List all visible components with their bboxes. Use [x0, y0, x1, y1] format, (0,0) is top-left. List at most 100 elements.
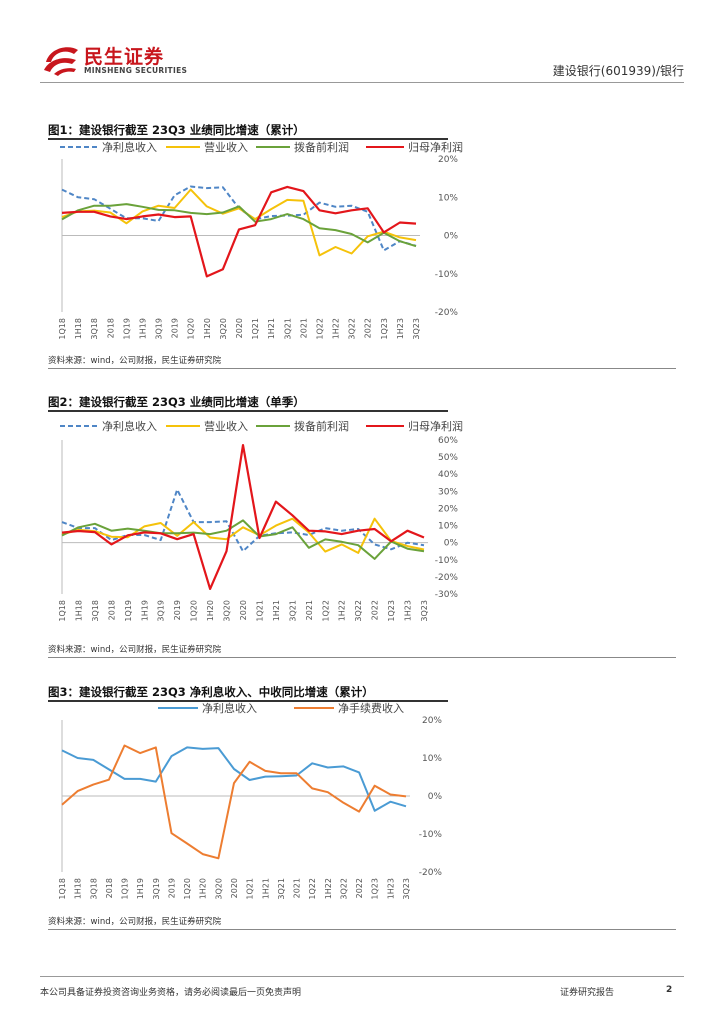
x-tick-label: 1Q23: [371, 878, 380, 900]
x-tick-label: 2020: [230, 878, 239, 898]
legend-label: 营业收入: [204, 419, 248, 433]
page-number: 2: [666, 985, 673, 995]
x-tick-label: 3Q21: [283, 318, 292, 340]
x-tick-label: 3Q21: [288, 600, 297, 622]
y-tick-label: 0%: [444, 232, 459, 242]
minsheng-logo-icon: [44, 47, 78, 76]
x-tick-label: 1Q20: [187, 318, 196, 340]
brand-name-cn: 民生证券: [84, 46, 165, 68]
x-tick-label: 1H18: [74, 878, 83, 899]
figure-2-title: 图2：建设银行截至 23Q3 业绩同比增速（单季）: [48, 395, 305, 409]
y-tick-label: -10%: [435, 270, 459, 280]
x-tick-label: 1H21: [272, 600, 281, 621]
x-tick-label: 1Q18: [58, 318, 67, 340]
x-tick-label: 1H20: [206, 600, 215, 621]
series-line-3: [61, 519, 425, 560]
x-tick-label: 2019: [173, 600, 182, 620]
figure-2-source-rule: [48, 657, 676, 658]
x-tick-label: 3Q22: [348, 318, 357, 340]
x-tick-label: 1H19: [140, 600, 149, 621]
x-tick-label: 1H21: [261, 878, 270, 899]
x-tick-label: 1Q20: [183, 878, 192, 900]
x-tick-label: 2021: [305, 600, 314, 620]
x-tick-label: 2020: [239, 600, 248, 620]
x-tick-label: 1H18: [74, 318, 83, 339]
x-tick-label: 3Q20: [214, 878, 223, 900]
series-line-4: [61, 185, 417, 278]
y-tick-label: -10%: [435, 556, 459, 566]
y-tick-label: 10%: [438, 522, 458, 532]
x-tick-label: 3Q22: [354, 600, 363, 622]
series-line-2: [61, 517, 425, 554]
footer-report-type: 证券研究报告: [560, 988, 615, 998]
x-tick-label: 1Q18: [58, 600, 67, 622]
y-tick-label: 20%: [438, 504, 458, 514]
x-tick-label: 2022: [355, 878, 364, 898]
x-tick-label: 2021: [293, 878, 302, 898]
figure-2-source: 资料来源：wind，公司财报，民生证券研究院: [48, 645, 222, 655]
x-tick-label: 1Q21: [251, 318, 260, 340]
x-tick-label: 3Q19: [157, 600, 166, 622]
x-tick-label: 2020: [235, 318, 244, 338]
x-tick-label: 2018: [107, 600, 116, 620]
x-tick-label: 2021: [299, 318, 308, 338]
x-tick-label: 2019: [171, 318, 180, 338]
figure-3-rule: [48, 700, 448, 702]
y-tick-label: 30%: [438, 487, 458, 497]
x-tick-label: 2019: [167, 878, 176, 898]
y-tick-label: 0%: [444, 539, 459, 549]
figure-1-title: 图1：建设银行截至 23Q3 业绩同比增速（累计）: [48, 123, 305, 137]
y-tick-label: -20%: [419, 868, 443, 878]
x-tick-label: 3Q21: [277, 878, 286, 900]
report-subject: 建设银行(601939)/银行: [552, 64, 684, 78]
figure-1-rule: [48, 138, 448, 140]
x-tick-label: 2022: [371, 600, 380, 620]
x-tick-label: 1H20: [203, 318, 212, 339]
x-tick-label: 1H23: [396, 318, 405, 339]
x-tick-label: 1Q23: [387, 600, 396, 622]
x-tick-label: 3Q23: [412, 318, 421, 340]
y-tick-label: 20%: [422, 716, 442, 726]
x-tick-label: 1H18: [74, 600, 83, 621]
legend-label: 拨备前利润: [294, 140, 349, 154]
figure-1-source: 资料来源：wind，公司财报，民生证券研究院: [48, 356, 222, 366]
legend-label: 归母净利润: [408, 140, 463, 154]
figure-3-source: 资料来源：wind，公司财报，民生证券研究院: [48, 917, 222, 927]
legend-label: 归母净利润: [408, 419, 463, 433]
figure-2-chart: 60% 50% 40% 30% 20% 10% 0% -10% -20% -30% 1Q18 1H18…: [58, 419, 463, 622]
x-tick-label: 3Q20: [223, 600, 232, 622]
x-tick-label: 1H23: [386, 878, 395, 899]
legend-label: 净利息收入: [102, 419, 157, 433]
legend-label: 净利息收入: [102, 140, 157, 154]
y-tick-label: -30%: [435, 590, 459, 600]
x-tick-label: 1Q22: [308, 878, 317, 900]
y-tick-label: 10%: [438, 193, 458, 203]
x-tick-label: 3Q18: [91, 600, 100, 622]
footer-disclaimer: 本公司具备证券投资咨询业务资格，请务必阅读最后一页免责声明: [40, 988, 302, 998]
x-tick-label: 1Q18: [58, 878, 67, 900]
x-tick-label: 3Q18: [90, 318, 99, 340]
x-tick-label: 1Q23: [380, 318, 389, 340]
x-tick-label: 1H19: [136, 878, 145, 899]
x-tick-label: 1Q21: [255, 600, 264, 622]
x-tick-label: 3Q18: [89, 878, 98, 900]
legend-label: 净手续费收入: [338, 702, 404, 715]
y-tick-label: 10%: [422, 754, 442, 764]
x-tick-label: 1Q22: [321, 600, 330, 622]
legend-label: 拨备前利润: [294, 419, 349, 433]
y-tick-label: 40%: [438, 470, 458, 480]
x-tick-label: 3Q20: [219, 318, 228, 340]
x-tick-label: 1H23: [404, 600, 413, 621]
y-tick-label: -20%: [435, 308, 459, 318]
x-tick-label: 1Q19: [121, 878, 130, 900]
footer-divider: [40, 976, 684, 977]
x-tick-label: 1Q21: [246, 878, 255, 900]
y-tick-label: 0%: [428, 792, 443, 802]
x-tick-label: 2018: [106, 318, 115, 338]
x-tick-label: 1H19: [138, 318, 147, 339]
x-tick-label: 1Q19: [124, 600, 133, 622]
y-tick-label: 60%: [438, 436, 458, 446]
x-tick-label: 1H22: [324, 878, 333, 899]
brand-name-en: MINSHENG SECURITIES: [84, 66, 188, 75]
y-tick-label: -20%: [435, 573, 459, 583]
